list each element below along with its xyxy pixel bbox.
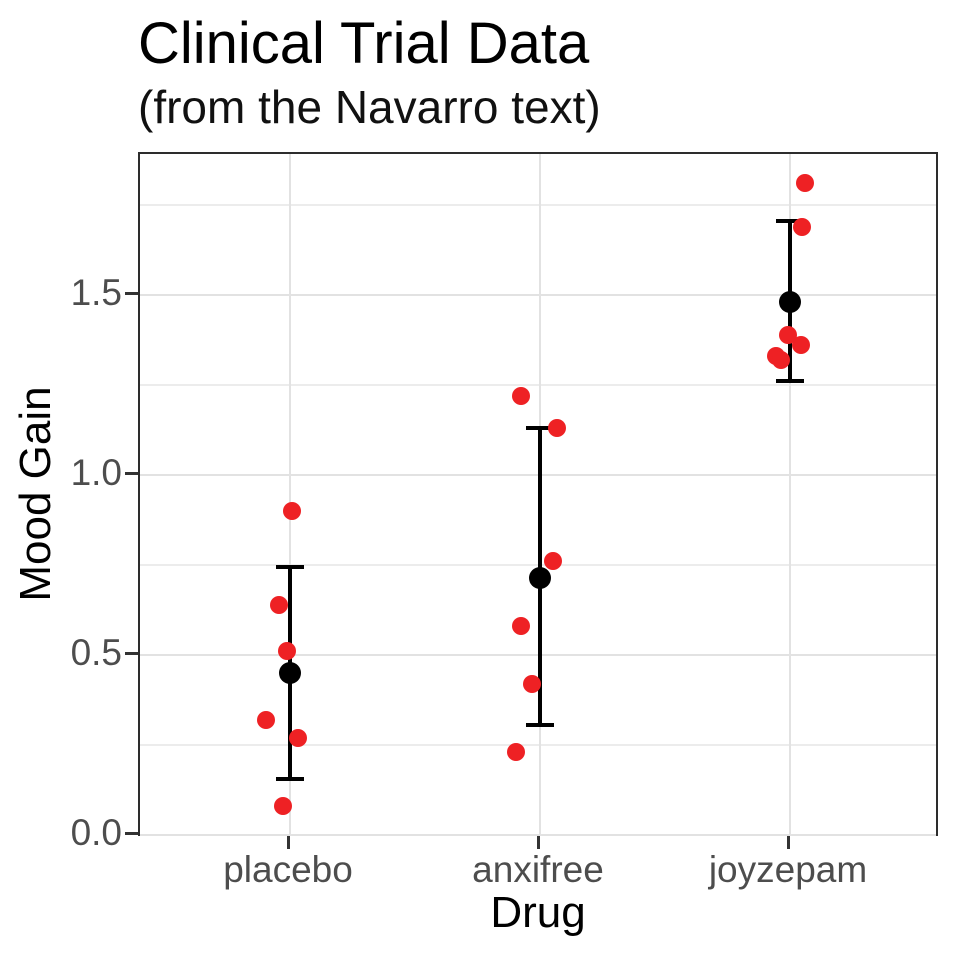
gridline-major-horizontal <box>140 294 936 296</box>
error-bar-cap-top <box>276 564 304 569</box>
gridline-major-vertical <box>789 154 791 834</box>
y-axis-tick-label: 1.5 <box>70 272 122 313</box>
y-axis-tick-mark <box>125 292 138 295</box>
plot-subtitle: (from the Navarro text) <box>138 81 601 133</box>
mean-point <box>529 566 551 589</box>
data-point <box>507 743 525 762</box>
gridline-major-vertical <box>289 154 291 834</box>
x-axis-tick-mark <box>287 836 290 849</box>
error-bar-cap-bottom <box>526 723 554 728</box>
x-axis-tick-mark <box>787 836 790 849</box>
y-axis-tick-label: 0.5 <box>70 632 122 673</box>
data-point <box>548 419 566 438</box>
data-point <box>772 350 790 369</box>
x-axis-tick-label: joyzepam <box>708 849 868 890</box>
data-point <box>544 552 562 571</box>
mean-point <box>279 662 301 684</box>
mean-point <box>779 291 801 314</box>
y-axis-tick-label: 0.0 <box>70 812 122 853</box>
error-bar-cap-top <box>776 219 804 224</box>
error-bar-cap-bottom <box>276 777 304 782</box>
y-axis-tick-label: 1.0 <box>70 452 122 493</box>
y-axis-title: Mood Gain <box>11 386 60 602</box>
data-point <box>512 617 530 636</box>
plot-panel <box>138 152 938 836</box>
y-axis-tick-mark <box>125 652 138 655</box>
data-point <box>512 386 530 405</box>
error-bar-cap-bottom <box>776 379 804 384</box>
x-axis-title: Drug <box>490 888 586 937</box>
gridline-major-horizontal <box>140 834 936 836</box>
data-point <box>283 502 301 520</box>
gridline-minor-horizontal <box>140 204 936 206</box>
y-axis-tick-mark <box>125 472 138 475</box>
data-point <box>289 728 307 747</box>
data-point <box>796 174 814 193</box>
data-point <box>274 797 292 816</box>
gridline-minor-horizontal <box>140 744 936 746</box>
x-axis-tick-label: anxifree <box>472 849 604 890</box>
data-point <box>278 642 296 661</box>
x-axis-tick-mark <box>537 836 540 849</box>
data-point <box>792 336 810 355</box>
y-axis-tick-mark <box>125 832 138 835</box>
x-axis-tick-label: placebo <box>223 849 353 890</box>
data-point <box>257 710 275 729</box>
plot-title: Clinical Trial Data <box>138 11 590 76</box>
error-bar-cap-top <box>526 426 554 431</box>
data-point <box>270 595 288 614</box>
data-point <box>793 217 811 236</box>
data-point <box>523 674 541 693</box>
gridline-minor-horizontal <box>140 384 936 386</box>
